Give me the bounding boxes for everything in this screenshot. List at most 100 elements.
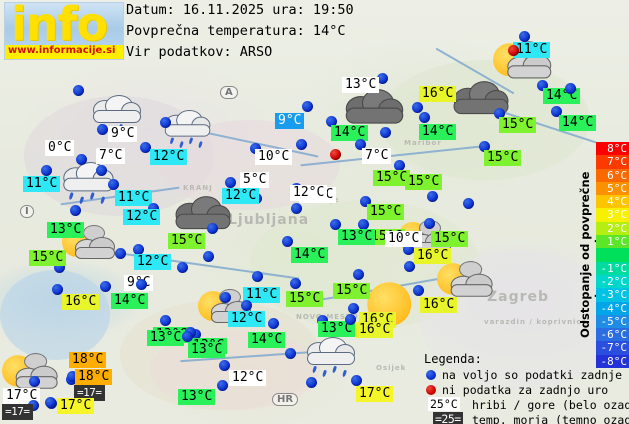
map-label: varazdin / koprivnica [484, 318, 588, 326]
station-dot[interactable] [326, 116, 337, 127]
station-dot[interactable] [241, 300, 252, 311]
logo-url-text: www.informacije.si [8, 45, 116, 56]
station-dot[interactable] [358, 219, 369, 230]
station-dot[interactable] [220, 292, 231, 303]
station-dot[interactable] [108, 179, 119, 190]
station-dot[interactable] [285, 348, 296, 359]
temperature-chip: 13°C [147, 330, 185, 346]
temperature-chip: 12°C [150, 149, 188, 165]
legend-hill-swatch: 25°C [428, 397, 460, 411]
station-dot[interactable] [203, 251, 214, 262]
station-dot-no-data[interactable] [330, 149, 341, 160]
temperature-chip: 9°C [108, 126, 138, 142]
station-dot[interactable] [424, 218, 435, 229]
rain-cloud-icon [88, 95, 146, 141]
station-dot[interactable] [380, 127, 391, 138]
station-dot[interactable] [330, 219, 341, 230]
station-dot[interactable] [345, 314, 356, 325]
station-dot[interactable] [67, 371, 78, 382]
station-dot[interactable] [494, 108, 505, 119]
raindrop-icon [68, 192, 74, 201]
station-dot[interactable] [519, 31, 530, 42]
station-dot[interactable] [45, 397, 56, 408]
station-dot[interactable] [306, 377, 317, 388]
raindrop-icon [197, 141, 203, 149]
station-dot[interactable] [427, 191, 438, 202]
station-dot[interactable] [537, 80, 548, 91]
scale-band: -4°C [596, 301, 629, 315]
station-dot[interactable] [268, 318, 279, 329]
station-dot[interactable] [97, 124, 108, 135]
map-label: Ljubljana [228, 212, 310, 228]
station-dot[interactable] [355, 139, 366, 150]
station-dot[interactable] [250, 143, 261, 154]
temperature-chip: 14°C [248, 332, 286, 348]
station-dot[interactable] [41, 165, 52, 176]
scale-band: 2°C [596, 221, 629, 236]
station-dot[interactable] [302, 101, 313, 112]
station-dot[interactable] [353, 269, 364, 280]
temperature-chip: 17°C [356, 386, 394, 402]
scale-band [596, 248, 629, 262]
station-dot[interactable] [394, 160, 405, 171]
map-label: Zagreb [487, 289, 550, 305]
station-dot[interactable] [160, 117, 171, 128]
station-dot[interactable] [160, 315, 171, 326]
country-badge: A [220, 86, 238, 99]
station-dot[interactable] [29, 376, 40, 387]
station-dot[interactable] [140, 142, 151, 153]
station-dot[interactable] [290, 278, 301, 289]
station-dot[interactable] [182, 331, 193, 342]
station-dot[interactable] [219, 360, 230, 371]
map-label: KRANJ [183, 184, 213, 192]
station-dot[interactable] [351, 375, 362, 386]
station-dot[interactable] [479, 141, 490, 152]
cloud-base [176, 214, 230, 228]
station-dot[interactable] [377, 73, 388, 84]
temperature-chip: 16°C [356, 322, 394, 338]
station-dot[interactable] [348, 303, 359, 314]
temperature-chip: 15°C [168, 233, 206, 249]
station-dot[interactable] [296, 139, 307, 150]
station-dot[interactable] [404, 261, 415, 272]
cloud-base [94, 111, 140, 122]
station-dot[interactable] [54, 262, 65, 273]
station-dot[interactable] [76, 154, 87, 165]
station-dot[interactable] [115, 248, 126, 259]
station-dot[interactable] [73, 85, 84, 96]
station-dot[interactable] [565, 83, 576, 94]
station-dot[interactable] [136, 279, 147, 290]
station-dot[interactable] [403, 244, 414, 255]
station-dot[interactable] [412, 102, 423, 113]
station-dot[interactable] [133, 244, 144, 255]
cloud-base [451, 285, 492, 296]
station-dot[interactable] [100, 281, 111, 292]
station-dot[interactable] [413, 285, 424, 296]
station-dot[interactable] [317, 315, 328, 326]
station-dot[interactable] [148, 203, 159, 214]
station-dot[interactable] [463, 198, 474, 209]
station-dot-no-data[interactable] [508, 45, 519, 56]
scale-band: 7°C [596, 155, 629, 169]
raindrop-icon [331, 365, 338, 374]
scale-band: -3°C [596, 288, 629, 302]
station-dot[interactable] [225, 177, 236, 188]
station-dot[interactable] [177, 262, 188, 273]
header-data-source: Vir podatkov: ARSO [126, 44, 273, 60]
station-dot[interactable] [291, 203, 302, 214]
raindrop-icon [311, 365, 318, 374]
temperature-chip: 12°C [290, 185, 328, 201]
legend: Legenda: na voljo so podatki zadnje ure … [424, 352, 629, 424]
station-dot[interactable] [28, 400, 39, 411]
station-dot[interactable] [96, 165, 107, 176]
station-dot[interactable] [70, 205, 81, 216]
station-dot[interactable] [282, 236, 293, 247]
station-dot[interactable] [207, 223, 218, 234]
station-dot[interactable] [360, 196, 371, 207]
station-dot[interactable] [52, 284, 63, 295]
station-dot[interactable] [551, 106, 562, 117]
station-dot[interactable] [252, 271, 263, 282]
station-dot[interactable] [217, 380, 228, 391]
station-dot[interactable] [419, 112, 430, 123]
site-logo[interactable]: info www.informacije.si [4, 2, 124, 60]
